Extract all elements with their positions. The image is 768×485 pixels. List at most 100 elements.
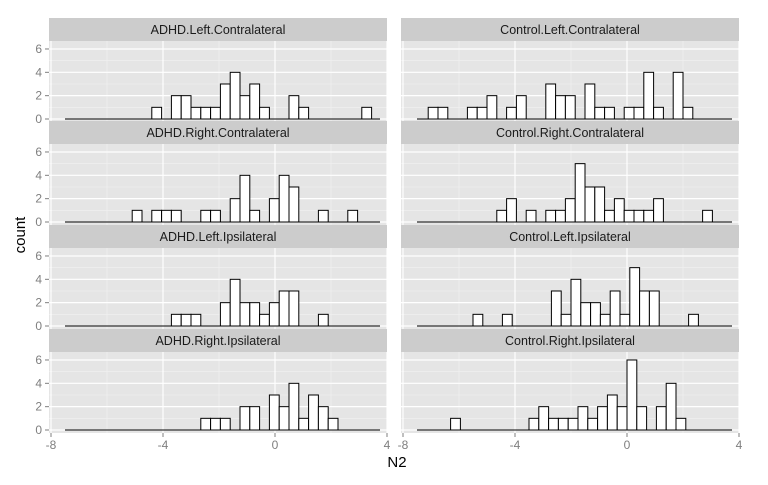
y-tick-label: 6 [35,249,42,263]
y-axis-title: count [12,216,29,254]
facet-panel: ADHD.Left.Ipsilateral [49,225,388,329]
histogram-bar [210,106,221,120]
histogram-bar [688,313,699,327]
x-tick-label: -4 [510,438,521,452]
histogram-bar [317,313,329,327]
facet-strip [401,225,739,248]
histogram-bar [249,406,261,431]
histogram-bar [550,290,562,327]
histogram-bar [643,71,655,120]
histogram-bar [288,186,300,223]
facet-strip [49,225,387,248]
histogram-bar [555,95,566,120]
histogram-bar [594,186,606,223]
facet-title: ADHD.Left.Ipsilateral [160,230,277,244]
facet-title: Control.Left.Contralateral [500,23,640,37]
histogram-bar [672,71,684,120]
histogram-bar [472,313,484,327]
histogram-bar [190,313,202,327]
histogram-bar [564,198,576,223]
histogram-bar [633,209,645,223]
histogram-bar [200,209,212,223]
facet-panel: ADHD.Right.Ipsilateral [49,329,388,433]
y-tick-label: 2 [35,192,42,206]
histogram-bar [268,198,280,223]
histogram-bar [249,209,261,223]
histogram-bar [665,382,677,431]
histogram-bar [702,209,713,223]
histogram-bar [229,278,241,327]
histogram-bar [239,302,251,327]
histogram-bar [288,382,300,431]
histogram-bar [633,106,645,120]
y-tick-label: 6 [35,353,42,367]
facet-strip [49,329,387,352]
facet-title: ADHD.Right.Ipsilateral [155,334,280,348]
axes-layer: 0 2 4 6 0 2 4 6 0 2 4 6 0 2 4 6 -8 -4 0 4 -8 -4 0 4 [35,42,742,452]
histogram-bar [239,95,251,120]
histogram-bar [210,417,221,431]
histogram-bar [604,209,615,223]
histogram-bar [327,417,339,431]
histogram-bar [626,359,638,431]
histogram-bar [200,106,212,120]
histogram-bar [161,209,172,223]
histogram-bar [675,417,687,431]
histogram-bar [239,174,251,223]
histogram-bar [180,95,192,120]
histogram-bar [288,290,300,327]
facet-title: ADHD.Right.Contralateral [146,126,289,140]
histogram-bar [278,290,290,327]
facet-strip [49,121,387,144]
x-axis-title: N2 [387,454,406,471]
y-tick-label: 4 [35,168,42,182]
y-tick-label: 2 [35,296,42,310]
histogram-bar [567,417,579,431]
histogram-bar [239,406,251,431]
histogram-bar [496,209,508,223]
facet-panel: Control.Right.Contralateral [401,121,740,225]
histogram-bar [528,417,540,431]
histogram-bar [613,198,625,223]
y-tick-label: 4 [35,65,42,79]
y-tick-label: 6 [35,42,42,56]
histogram-bar [506,106,517,120]
histogram-bar [131,209,143,223]
y-tick-label: 0 [35,319,42,333]
histogram-bar [298,417,310,431]
histogram-bar [437,106,449,120]
histogram-bar [653,106,664,120]
y-tick-label: 0 [35,112,42,126]
histogram-bar [580,302,592,327]
facet-title: Control.Right.Ipsilateral [505,334,635,348]
histogram-bar [259,106,270,120]
histogram-bar [210,209,221,223]
histogram-bar [229,198,241,223]
histogram-bar [317,406,329,431]
facet-panel: Control.Left.Ipsilateral [401,225,740,329]
facet-panel: ADHD.Right.Contralateral [49,121,388,225]
histogram-bar [219,83,231,120]
histogram-bar [604,106,615,120]
histogram-bar [564,95,576,120]
facet-strip [49,18,387,41]
histogram-bar [219,302,231,327]
histogram-bar [590,302,601,327]
histogram-bar [587,417,599,431]
histogram-bar [288,95,300,120]
facet-title: Control.Left.Ipsilateral [509,230,631,244]
histogram-bar [278,174,290,223]
histogram-bar [151,209,163,223]
histogram-bar [606,394,618,431]
histogram-bar [486,95,498,120]
panels-layer: ADHD.Left.Contralateral Control.Left.Cont… [49,18,740,433]
histogram-bar [506,198,517,223]
x-tick-label: 4 [384,438,391,452]
histogram-bar [597,406,608,431]
x-tick-label: -8 [46,438,57,452]
histogram-bar [616,406,628,431]
y-tick-label: 4 [35,376,42,390]
x-tick-label: -4 [158,438,169,452]
